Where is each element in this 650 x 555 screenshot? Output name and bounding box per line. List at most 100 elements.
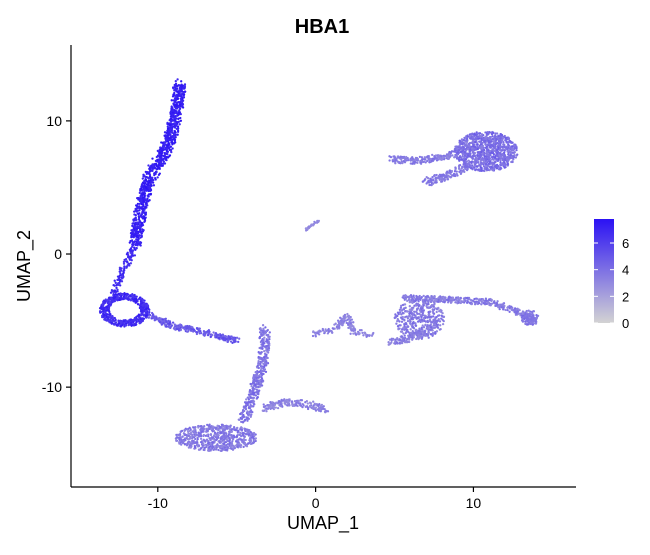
data-point — [159, 164, 163, 168]
data-point — [504, 148, 507, 151]
data-point — [196, 445, 199, 448]
data-point — [190, 325, 193, 329]
data-point — [133, 316, 137, 320]
data-point — [457, 146, 460, 149]
data-point — [137, 205, 140, 208]
data-point — [398, 327, 401, 330]
data-point — [404, 306, 407, 309]
data-point — [127, 298, 130, 301]
data-point — [246, 402, 249, 405]
data-point — [179, 116, 182, 120]
data-point — [170, 130, 174, 134]
data-point — [120, 269, 123, 272]
data-point — [472, 135, 475, 138]
data-point — [107, 301, 110, 305]
data-point — [157, 160, 161, 163]
data-point — [249, 434, 253, 438]
data-point — [226, 445, 230, 449]
data-point — [212, 448, 216, 451]
data-point — [341, 323, 344, 327]
data-point — [423, 179, 426, 182]
data-point — [158, 156, 161, 159]
data-point — [134, 248, 137, 251]
data-point — [502, 163, 506, 167]
data-point — [444, 178, 447, 181]
data-point — [458, 156, 461, 159]
data-point — [495, 158, 498, 161]
data-point — [455, 153, 459, 156]
data-point — [504, 138, 507, 142]
data-point — [129, 231, 133, 235]
data-point — [150, 176, 153, 180]
data-point — [140, 307, 143, 310]
data-point — [473, 143, 476, 147]
data-point — [179, 93, 182, 96]
data-point — [477, 132, 480, 135]
data-point — [440, 174, 443, 178]
data-point — [261, 347, 264, 350]
data-point — [118, 270, 121, 273]
data-point — [141, 228, 144, 231]
data-point — [431, 321, 434, 324]
data-point — [242, 405, 246, 408]
data-point — [169, 138, 172, 142]
data-point — [168, 136, 172, 140]
data-point — [494, 160, 497, 163]
data-point — [398, 324, 401, 327]
data-point — [333, 323, 336, 326]
data-point — [146, 204, 149, 207]
data-point — [511, 151, 514, 154]
data-point — [123, 319, 126, 322]
data-point — [129, 323, 133, 326]
data-point — [238, 418, 241, 422]
data-point — [129, 239, 132, 243]
data-point — [430, 159, 433, 162]
data-point — [169, 123, 172, 127]
data-point — [155, 163, 158, 167]
data-point — [243, 415, 246, 418]
data-point — [453, 147, 457, 151]
data-point — [154, 159, 158, 163]
data-point — [398, 320, 401, 323]
data-point — [235, 435, 238, 438]
data-point — [135, 318, 138, 321]
data-point — [320, 403, 324, 407]
data-point — [442, 319, 445, 323]
data-point — [147, 179, 151, 182]
data-point — [155, 170, 158, 174]
data-point — [316, 219, 319, 223]
data-point — [182, 91, 185, 94]
data-point — [304, 405, 307, 409]
data-point — [107, 319, 110, 323]
data-point — [420, 305, 423, 308]
data-point — [340, 319, 343, 322]
data-point — [314, 335, 317, 338]
data-point — [139, 225, 142, 229]
data-point — [182, 93, 186, 96]
data-point — [346, 312, 349, 316]
data-point — [223, 439, 226, 443]
data-point — [199, 437, 203, 440]
data-point — [304, 227, 308, 230]
data-point — [286, 401, 290, 405]
data-point — [118, 274, 122, 277]
data-point — [479, 157, 482, 161]
data-point — [460, 146, 464, 149]
data-point — [326, 410, 330, 413]
data-point — [148, 166, 152, 169]
data-point — [169, 149, 173, 152]
data-point — [260, 366, 263, 370]
data-point — [478, 140, 482, 143]
data-point — [461, 155, 464, 158]
data-point — [414, 324, 417, 327]
data-point — [142, 204, 145, 208]
data-point — [173, 133, 176, 136]
data-point — [408, 320, 411, 323]
data-point — [238, 442, 241, 445]
data-point — [249, 382, 253, 386]
data-point — [170, 127, 173, 131]
data-point — [135, 243, 138, 246]
data-point — [243, 435, 246, 438]
data-point — [265, 353, 268, 357]
